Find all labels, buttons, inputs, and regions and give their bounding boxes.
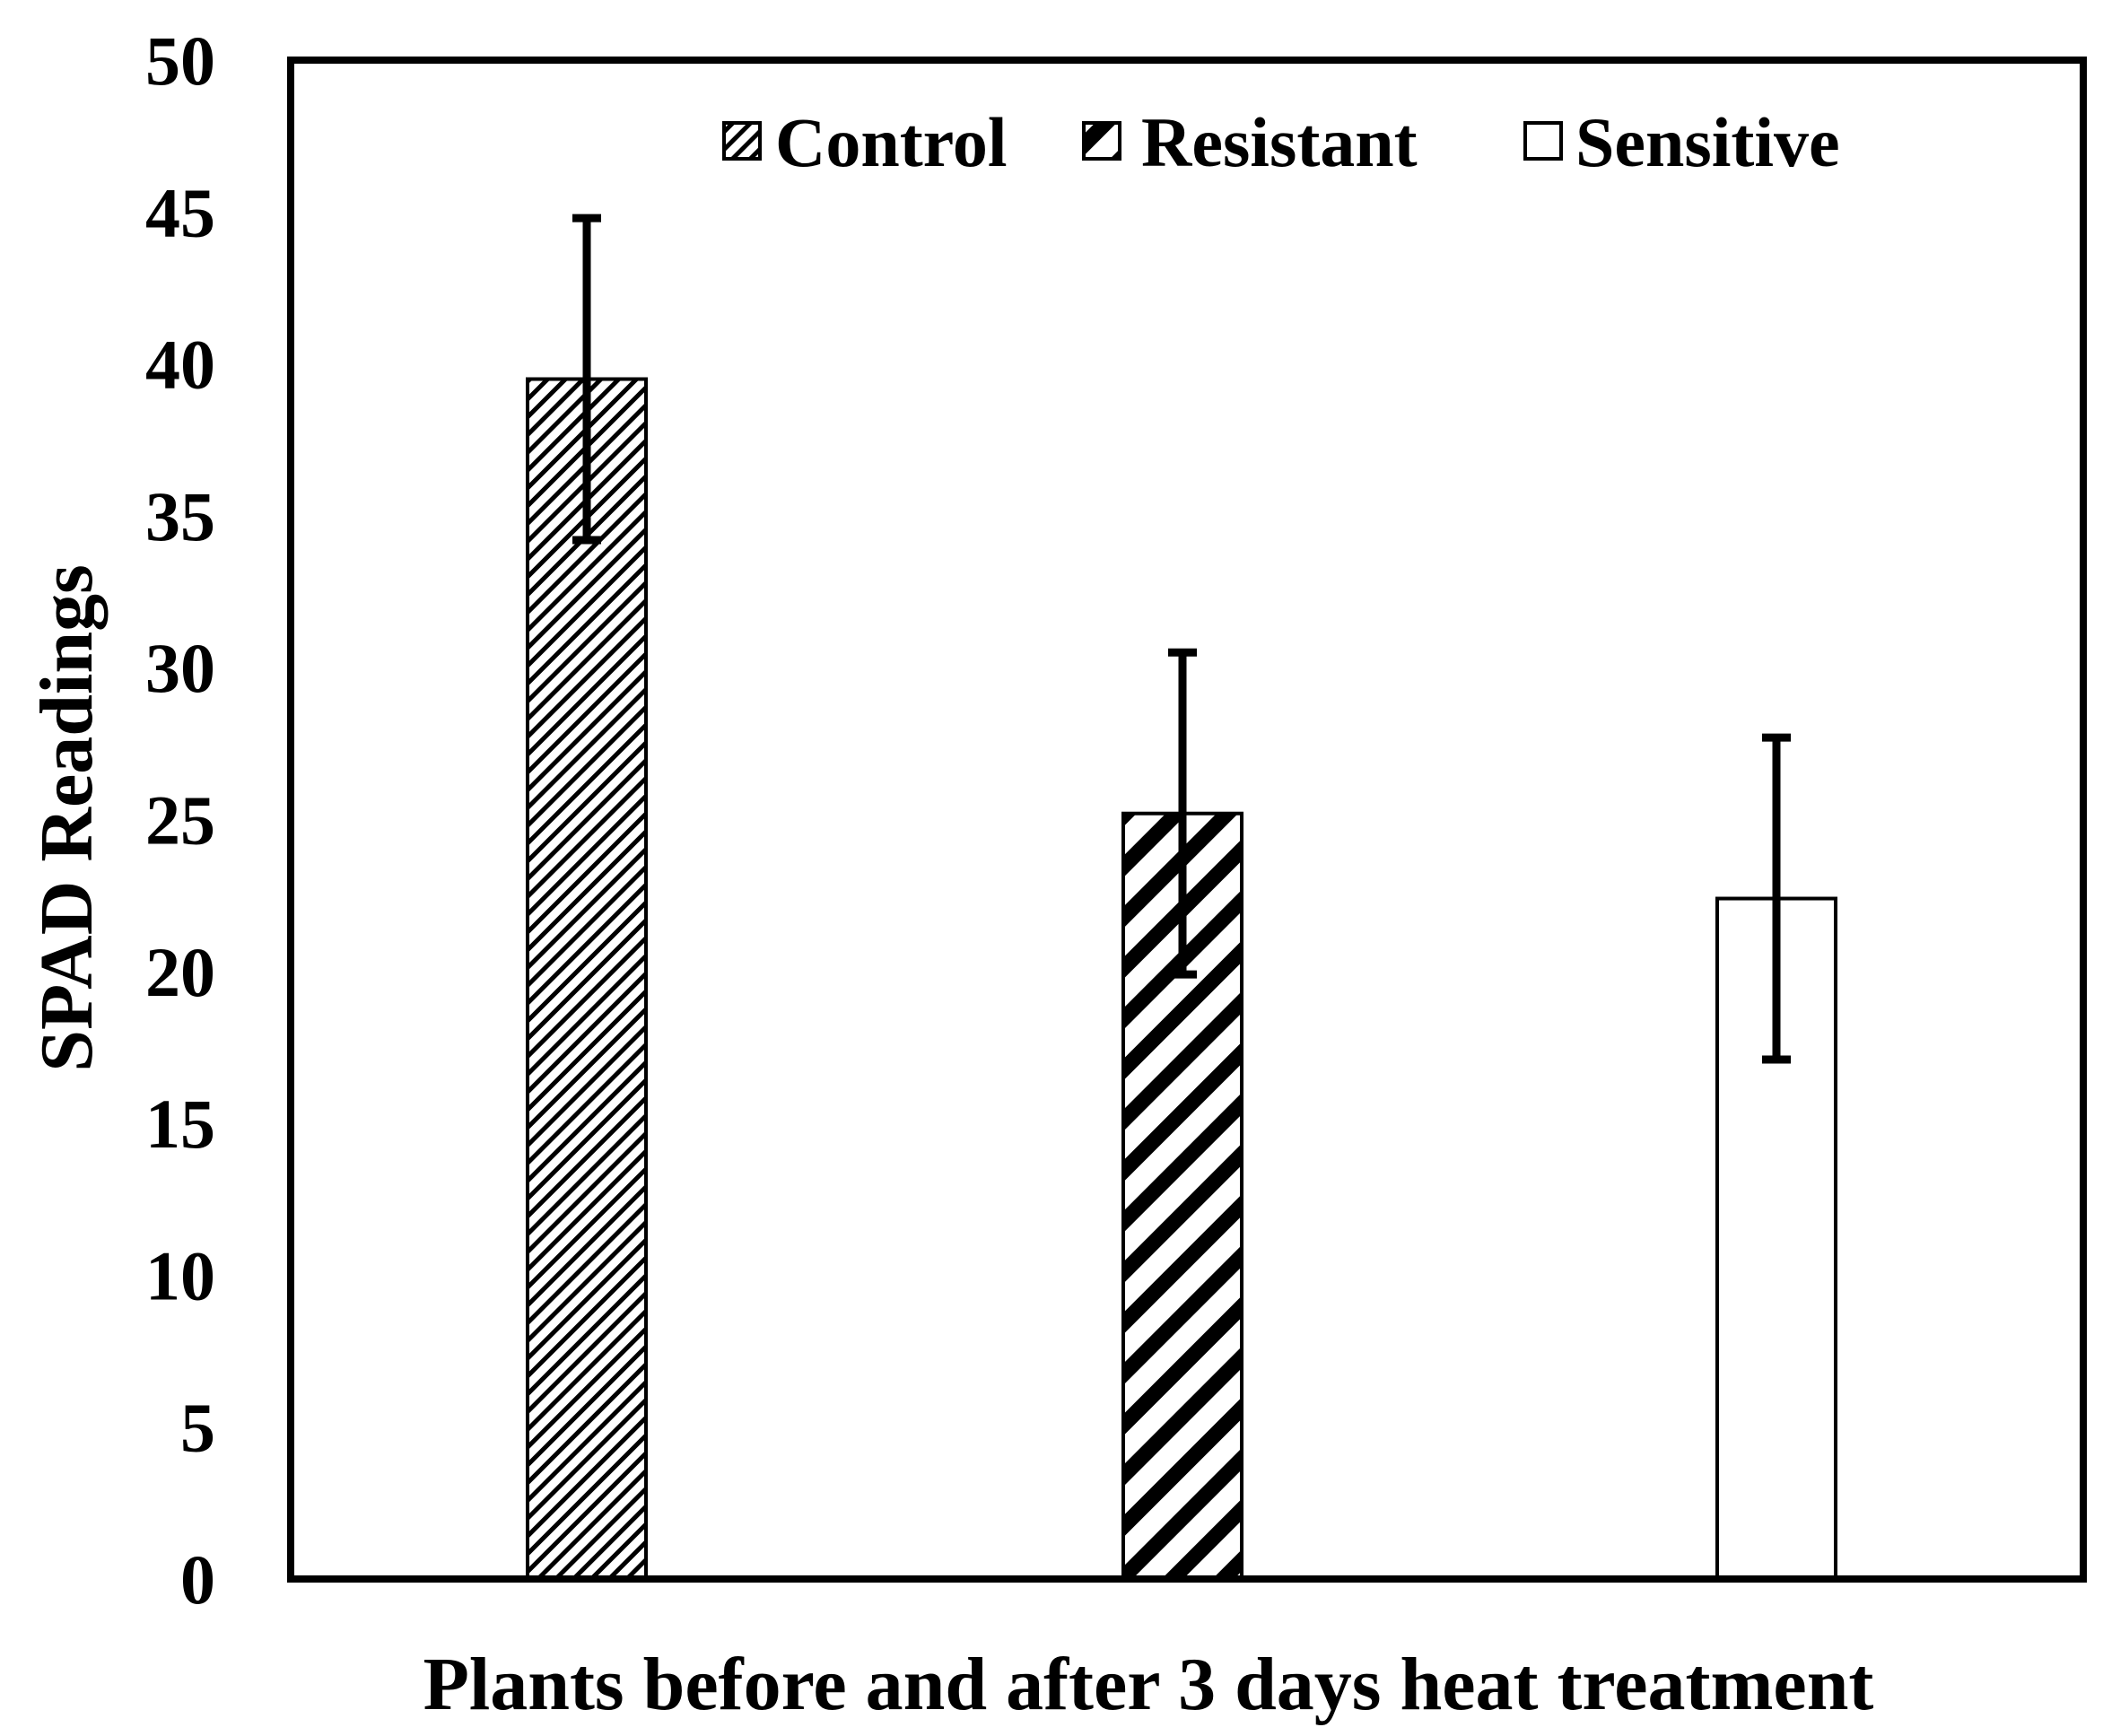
y-tick-label: 20: [145, 933, 215, 1011]
y-tick-label: 25: [145, 781, 215, 859]
legend-swatch-sensitive: [1523, 121, 1563, 161]
legend: Control Resistant Sensitive: [722, 103, 1840, 181]
error-bar-resistant: [1168, 648, 1197, 979]
bars-layer: [526, 377, 1837, 1581]
y-tick-labels: 0 5 10 15 20 25 30 35 40 45 50: [145, 22, 215, 1618]
bar-control: [526, 377, 648, 1581]
y-tick-label: 45: [145, 173, 215, 251]
y-tick-label: 35: [145, 477, 215, 555]
y-tick-label: 40: [145, 326, 215, 404]
legend-swatch-control: [722, 121, 762, 161]
x-axis-title: Plants before and after 3 days heat trea…: [423, 1643, 1874, 1726]
legend-label-resistant: Resistant: [1141, 103, 1418, 181]
legend-swatch-resistant: [1082, 121, 1121, 161]
plot-frame: [287, 57, 2087, 1583]
error-bars-layer: [572, 214, 1791, 1064]
y-axis-title: SPAD Readings: [25, 564, 109, 1072]
legend-label-control: Control: [775, 103, 1008, 181]
error-bar-control: [572, 214, 601, 545]
y-tick-label: 30: [145, 629, 215, 707]
legend-label-sensitive: Sensitive: [1575, 103, 1840, 181]
error-bar-sensitive: [1762, 733, 1791, 1064]
y-tick-label: 5: [180, 1389, 215, 1467]
y-tick-label: 15: [145, 1085, 215, 1163]
y-tick-label: 50: [145, 22, 215, 100]
y-tick-label: 0: [180, 1540, 215, 1618]
y-tick-label: 10: [145, 1236, 215, 1314]
